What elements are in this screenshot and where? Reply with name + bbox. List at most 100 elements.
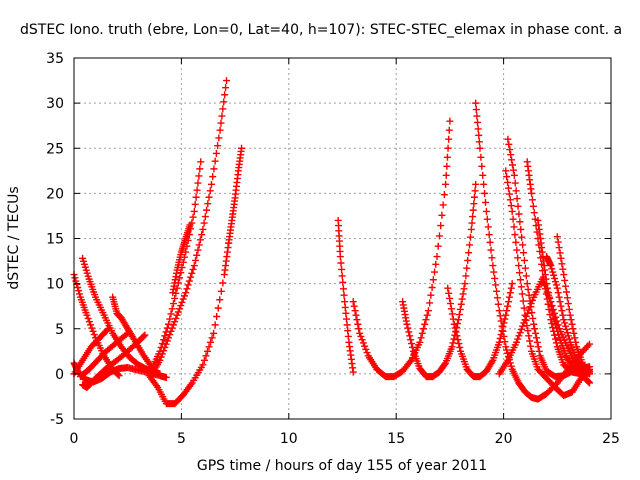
data-point: [477, 153, 485, 161]
data-point: [218, 112, 226, 120]
data-point: [194, 246, 202, 254]
data-point: [340, 291, 348, 299]
data-point: [420, 325, 428, 333]
chart-title: dSTEC Iono. truth (ebre, Lon=0, Lat=40, …: [20, 22, 622, 38]
data-point: [214, 142, 222, 150]
data-point: [178, 298, 186, 306]
data-point: [515, 262, 523, 270]
data-point: [472, 99, 480, 107]
y-tick-label: 30: [46, 96, 64, 112]
data-point: [435, 232, 443, 240]
x-tick-label: 5: [177, 431, 186, 447]
data-point: [504, 178, 512, 186]
data-point: [163, 324, 171, 332]
data-point: [450, 320, 458, 328]
data-point: [514, 254, 522, 262]
data-point: [447, 300, 455, 308]
data-point: [451, 324, 459, 332]
data-point: [547, 298, 555, 306]
data-point: [466, 233, 474, 241]
data-point: [516, 329, 524, 337]
data-point: [418, 329, 426, 337]
data-point: [510, 171, 518, 179]
data-point: [516, 276, 524, 284]
data-point: [210, 329, 218, 337]
data-point: [565, 305, 573, 313]
data-point: [416, 338, 424, 346]
data-point: [463, 264, 471, 272]
data-point: [528, 296, 536, 304]
data-point: [507, 362, 515, 370]
data-point: [509, 215, 517, 223]
data-point: [222, 84, 230, 92]
y-tick-label: 15: [46, 232, 64, 248]
data-point: [512, 238, 520, 246]
data-point: [530, 209, 538, 217]
data-point: [158, 340, 166, 348]
data-point: [179, 295, 187, 303]
tick-marks: [73, 57, 612, 420]
data-point: [459, 290, 467, 298]
data-point: [174, 308, 182, 316]
data-point: [207, 338, 215, 346]
data-point: [456, 305, 464, 313]
data-point: [501, 338, 509, 346]
y-tick-label: 20: [46, 186, 64, 202]
data-point: [351, 307, 359, 315]
data-point: [160, 336, 168, 344]
data-point: [205, 193, 213, 201]
data-point: [527, 300, 535, 308]
data-point: [539, 278, 547, 286]
x-tick-label: 25: [602, 431, 620, 447]
data-point: [520, 304, 528, 312]
data-point: [547, 262, 555, 270]
x-tick-labels: 0 5 10 15 20 25: [70, 431, 620, 447]
y-tick-label: 10: [46, 277, 64, 293]
data-point: [168, 305, 176, 313]
data-point: [194, 179, 202, 187]
x-tick-label: 10: [280, 431, 298, 447]
data-point: [505, 190, 513, 198]
y-tick-labels: -5 0 5 10 15 20 25 30 35: [46, 51, 64, 428]
data-point: [478, 162, 486, 170]
data-point: [358, 336, 366, 344]
data-point: [475, 138, 483, 146]
data-point: [516, 269, 524, 277]
data-point: [494, 300, 502, 308]
data-point: [500, 332, 508, 340]
data-point: [422, 316, 430, 324]
data-point: [528, 189, 536, 197]
data-point: [475, 131, 483, 139]
data-point: [564, 332, 572, 340]
data-point: [503, 346, 511, 354]
data-point: [502, 343, 510, 351]
data-point: [569, 325, 577, 333]
data-point: [491, 274, 499, 282]
data-point: [472, 180, 480, 188]
data-point: [507, 284, 515, 292]
grid-lines: [74, 58, 611, 419]
data-point: [172, 314, 180, 322]
data-point: [198, 231, 206, 239]
data-point: [515, 210, 523, 218]
data-point: [457, 300, 465, 308]
data-point: [363, 349, 371, 357]
data-point: [223, 77, 231, 85]
data-point: [337, 259, 345, 267]
data-point: [408, 343, 416, 351]
data-point: [558, 260, 566, 268]
data-point: [473, 112, 481, 120]
data-series: [76, 329, 132, 381]
data-point: [157, 343, 165, 351]
data-point: [520, 319, 528, 327]
data-point: [567, 316, 575, 324]
data-point: [200, 219, 208, 227]
data-point: [456, 343, 464, 351]
data-point: [182, 289, 190, 297]
data-point: [188, 269, 196, 277]
data-point: [465, 249, 473, 257]
data-point: [349, 298, 357, 306]
data-point: [216, 296, 224, 304]
data-point: [505, 184, 513, 192]
data-point: [417, 334, 425, 342]
